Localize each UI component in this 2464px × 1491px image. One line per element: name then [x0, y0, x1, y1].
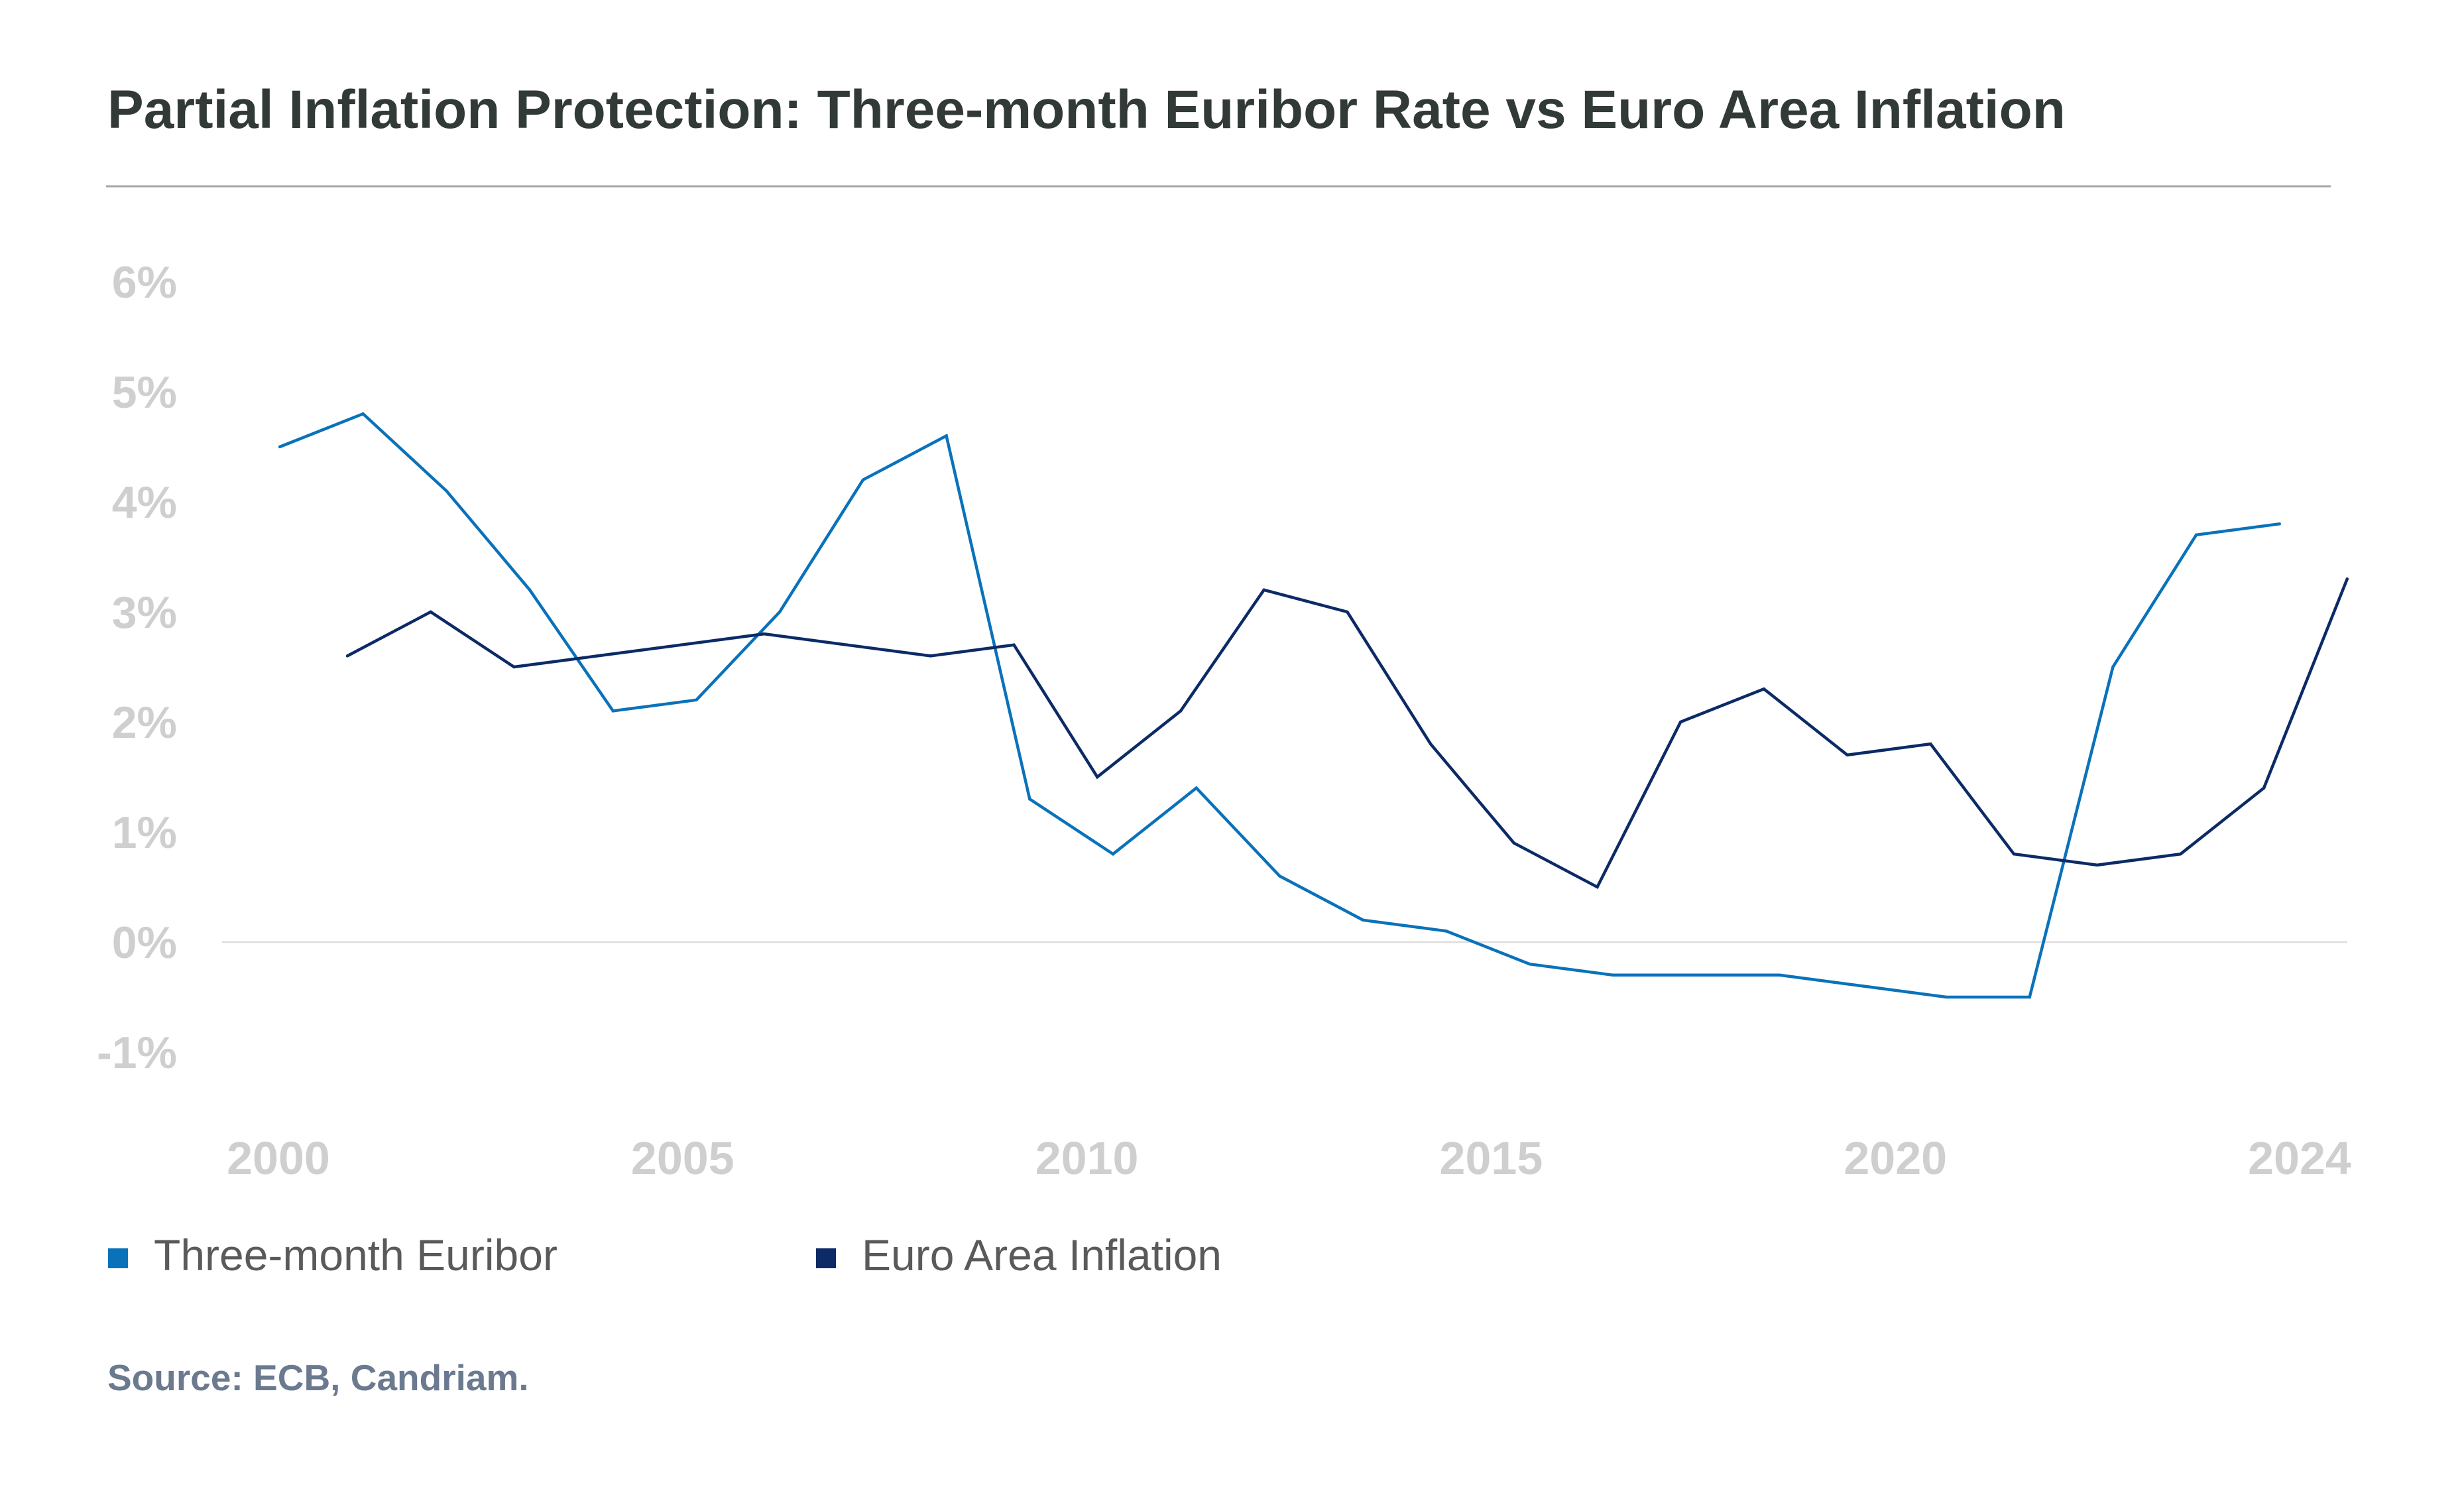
data-point-inflation [595, 654, 599, 658]
data-point-inflation [679, 643, 683, 646]
data-point-euribor [861, 478, 865, 481]
data-point-euribor [2028, 995, 2031, 999]
x-tick-label: 2010 [1035, 1132, 1139, 1184]
data-point-euribor [1361, 918, 1365, 922]
data-point-inflation [1929, 743, 1932, 746]
data-point-euribor [1694, 973, 1698, 977]
data-point-inflation [1262, 588, 1265, 591]
data-point-euribor [361, 412, 365, 416]
legend: Three-month Euribor Euro Area Inflation [108, 1230, 1222, 1280]
legend-item-euribor[interactable]: Three-month Euribor [108, 1230, 557, 1280]
legend-swatch-inflation [816, 1248, 836, 1268]
data-point-inflation [846, 643, 849, 646]
data-point-inflation [1096, 775, 1099, 779]
data-point-euribor [611, 709, 615, 713]
x-tick-label: 2005 [631, 1132, 734, 1184]
legend-label-inflation: Euro Area Inflation [862, 1230, 1222, 1280]
series-layer [278, 412, 2349, 999]
data-point-inflation [2179, 853, 2182, 856]
x-axis: 2000 2005 2010 2015 2020 2024 [227, 1132, 2351, 1184]
y-axis: 6% 5% 4% 3% 2% 1% 0% -1% [97, 257, 177, 1078]
data-point-inflation [512, 665, 516, 669]
data-point-inflation [1846, 753, 1849, 757]
data-point-euribor [1444, 929, 1448, 933]
data-point-inflation [1012, 643, 1016, 646]
source-note: Source: ECB, Candriam. [107, 1357, 529, 1398]
data-point-euribor [1278, 874, 1281, 878]
data-point-inflation [1346, 610, 1349, 614]
data-point-inflation [2095, 863, 2099, 867]
data-point-euribor [695, 698, 698, 702]
data-point-euribor [1861, 984, 1865, 988]
y-tick-label: 6% [112, 257, 177, 308]
data-point-inflation [1596, 885, 1599, 889]
data-point-inflation [1512, 841, 1515, 845]
chart-title: Partial Inflation Protection: Three-mont… [107, 80, 2066, 140]
data-point-inflation [762, 632, 766, 636]
y-tick-label: 3% [112, 587, 177, 638]
y-tick-label: 4% [112, 477, 177, 528]
data-point-euribor [278, 445, 282, 449]
legend-label-euribor: Three-month Euribor [154, 1230, 557, 1280]
data-point-inflation [1762, 687, 1766, 691]
x-tick-label: 2024 [2248, 1132, 2351, 1184]
x-tick-label: 2000 [227, 1132, 330, 1184]
y-tick-label: 1% [112, 807, 177, 858]
data-point-inflation [2012, 853, 2016, 856]
data-point-euribor [1612, 973, 1615, 977]
legend-item-inflation[interactable]: Euro Area Inflation [816, 1230, 1222, 1280]
series-line-euribor [279, 412, 2280, 999]
x-tick-label: 2020 [1844, 1132, 1947, 1184]
data-point-inflation [1179, 709, 1183, 713]
legend-swatch-euribor [108, 1248, 128, 1268]
series-line-inflation [346, 578, 2349, 890]
data-point-euribor [445, 489, 448, 493]
y-tick-label: 5% [112, 367, 177, 418]
data-point-euribor [945, 434, 948, 438]
data-point-euribor [1528, 963, 1531, 966]
x-tick-label: 2015 [1440, 1132, 1543, 1184]
data-point-euribor [528, 588, 532, 591]
data-point-inflation [929, 654, 933, 658]
data-point-euribor [1778, 973, 1781, 977]
data-point-euribor [2278, 522, 2281, 526]
y-tick-label: -1% [97, 1028, 177, 1078]
data-point-inflation [345, 654, 349, 658]
data-point-inflation [1429, 743, 1433, 746]
data-point-euribor [778, 610, 782, 614]
data-point-euribor [2111, 665, 2115, 669]
data-point-inflation [429, 610, 432, 614]
data-point-euribor [1195, 786, 1198, 790]
data-point-inflation [1679, 720, 1682, 724]
data-point-euribor [1028, 798, 1031, 801]
data-point-inflation [2345, 577, 2349, 581]
data-point-euribor [2194, 533, 2198, 536]
data-point-euribor [1944, 995, 1948, 999]
y-tick-label: 2% [112, 697, 177, 748]
data-point-euribor [1111, 853, 1115, 856]
y-tick-label: 0% [112, 918, 177, 968]
data-point-inflation [2262, 786, 2266, 790]
